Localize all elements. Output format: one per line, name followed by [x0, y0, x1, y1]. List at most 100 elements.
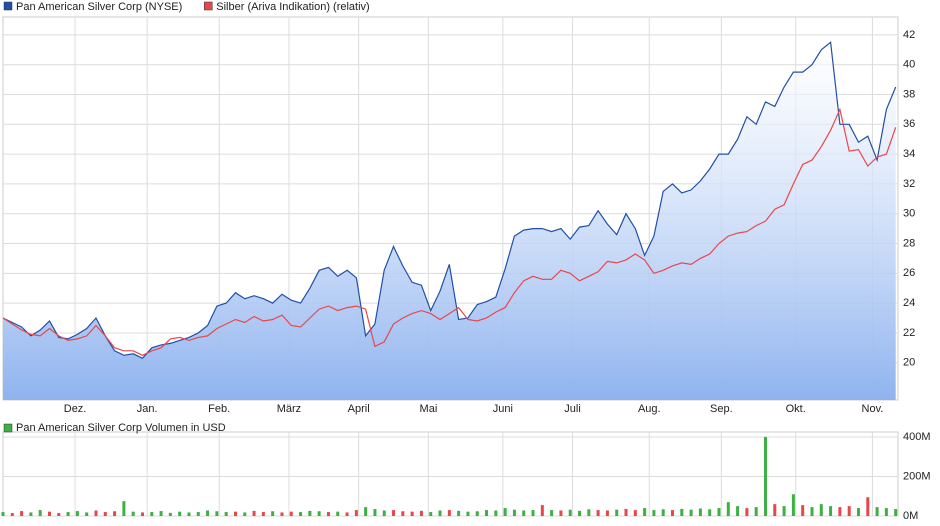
volume-bar	[447, 510, 451, 516]
volume-bar	[85, 512, 89, 516]
volume-bar	[773, 504, 777, 516]
volume-bar	[671, 510, 675, 516]
volume-bar	[633, 510, 637, 516]
volume-bar	[745, 508, 749, 516]
volume-bar	[726, 502, 730, 516]
volume-bar	[252, 510, 256, 516]
volume-bar	[243, 512, 247, 516]
volume-bar	[503, 508, 507, 516]
volume-bar	[884, 508, 888, 516]
volume-bar	[866, 497, 870, 516]
volume-bar	[224, 512, 228, 516]
volume-bar	[150, 512, 154, 516]
volume-bar	[457, 510, 461, 516]
volume-bar	[652, 510, 656, 516]
volume-bar	[308, 510, 312, 516]
volume-bar	[196, 512, 200, 516]
volume-bar	[215, 511, 219, 516]
volume-bar	[159, 511, 163, 516]
volume-bar	[438, 510, 442, 516]
volume-bar	[178, 511, 182, 516]
volume-bar	[689, 509, 693, 516]
volume-bar	[894, 509, 898, 516]
x-tick-label: Okt.	[786, 403, 806, 415]
volume-bar	[736, 506, 740, 516]
volume-bar	[494, 510, 498, 516]
x-tick-label: Mai	[420, 403, 438, 415]
volume-bar	[326, 512, 330, 516]
x-tick-label: April	[348, 403, 370, 415]
volume-bar	[47, 511, 51, 516]
x-tick-label: Juni	[493, 403, 513, 415]
volume-bar	[568, 509, 572, 516]
volume-bar	[596, 510, 600, 516]
volume-bar	[10, 513, 14, 516]
y-tick-label: 30	[903, 208, 915, 220]
volume-bar	[1, 512, 5, 516]
volume-bar	[29, 512, 33, 516]
volume-bar	[838, 507, 842, 516]
y-tick-label: 40	[903, 59, 915, 71]
volume-bar	[419, 510, 423, 516]
y-tick-label: 42	[903, 29, 915, 41]
x-tick-label: Aug.	[638, 403, 661, 415]
volume-bar	[429, 512, 433, 516]
volume-bar	[643, 508, 647, 516]
y-tick-label: 20	[903, 357, 915, 369]
volume-bar	[875, 507, 879, 516]
volume-bar	[206, 510, 210, 516]
volume-bar	[317, 511, 321, 516]
y-tick-label: 400M	[903, 431, 931, 443]
x-tick-label: Feb.	[208, 403, 230, 415]
x-tick-label: Sep.	[710, 403, 733, 415]
y-tick-label: 200M	[903, 470, 931, 482]
volume-bar	[791, 494, 795, 516]
volume-bar	[122, 501, 126, 516]
volume-bar	[299, 512, 303, 516]
volume-bar	[168, 512, 172, 516]
volume-bar	[615, 509, 619, 516]
volume-bar	[559, 510, 563, 516]
legend-swatch	[3, 1, 13, 11]
volume-bar	[847, 506, 851, 516]
x-tick-label: Juli	[564, 403, 581, 415]
volume-bar	[410, 511, 414, 516]
volume-bar	[364, 507, 368, 516]
y-tick-label: 22	[903, 327, 915, 339]
volume-bar	[20, 511, 24, 516]
volume-bar	[289, 511, 293, 516]
volume-bar	[605, 510, 609, 516]
y-tick-label: 34	[903, 148, 915, 160]
y-tick-label: 36	[903, 118, 915, 130]
volume-bar	[531, 510, 535, 516]
area	[3, 42, 896, 401]
x-tick-label: März	[277, 403, 301, 415]
volume-bar	[354, 510, 358, 516]
volume-bar	[801, 505, 805, 516]
volume-bar	[856, 508, 860, 516]
volume-bar	[587, 509, 591, 516]
volume-bar	[475, 511, 479, 516]
volume-bar	[38, 510, 42, 516]
volume-bar	[271, 511, 275, 516]
volume-bar	[708, 509, 712, 516]
volume-bar	[782, 506, 786, 516]
legend-label: Pan American Silver Corp (NYSE)	[16, 1, 182, 13]
volume-bar	[522, 510, 526, 516]
volume-bar	[578, 510, 582, 516]
volume-bar	[540, 505, 544, 516]
volume-bar	[810, 507, 814, 516]
volume-bar	[550, 510, 554, 516]
line	[2, 41, 897, 360]
volume-bar	[336, 511, 340, 516]
volume-bar	[661, 509, 665, 516]
volume-bar	[819, 504, 823, 516]
x-tick-label: Nov.	[862, 403, 884, 415]
volume-bar	[94, 510, 98, 516]
volume-bar	[280, 512, 284, 516]
volume-bar	[75, 511, 79, 516]
volume-bar	[382, 510, 386, 516]
volume-bar	[466, 511, 470, 516]
volume-bar	[233, 511, 237, 516]
